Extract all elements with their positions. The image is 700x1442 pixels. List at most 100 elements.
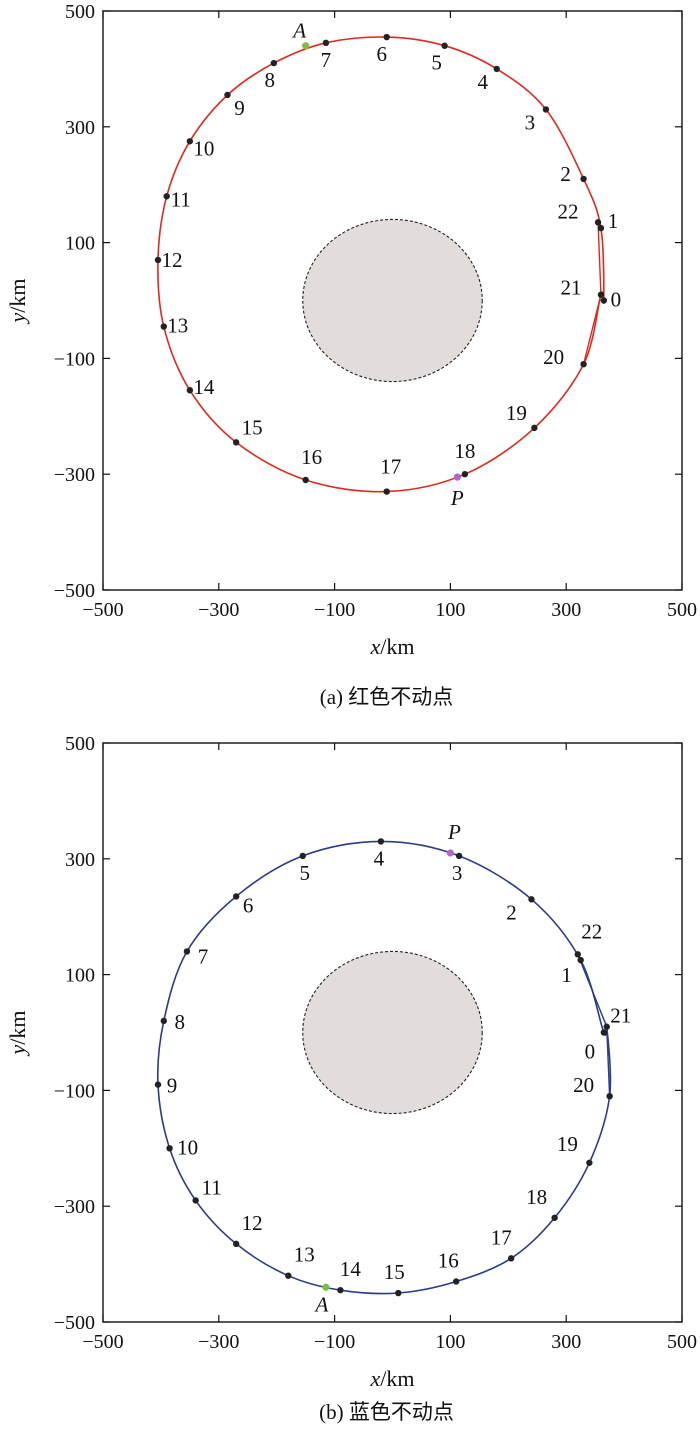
y-tick-label: −500 xyxy=(54,580,95,602)
x-tick-label: 100 xyxy=(435,1331,465,1353)
chart-panel-a: −500 −300 −100 100 300 500 −500 −300 −100 100 300 5… xyxy=(5,1,697,709)
central-body xyxy=(302,218,483,383)
chart-panel-b: −500 −300 −100 100 300 500−500−300−1001003005… xyxy=(5,733,697,1424)
y-tick-label: −300 xyxy=(54,1196,95,1218)
y-tick-label: 300 xyxy=(65,117,95,139)
y-tick-label: −300 xyxy=(54,464,95,486)
orbit-point-7 xyxy=(183,948,191,955)
point-label-14: 14 xyxy=(340,1257,362,1281)
orbit-point-5 xyxy=(299,852,306,860)
orbit-point-0 xyxy=(600,297,608,304)
orbit-point-11 xyxy=(192,1197,199,1204)
x-tick-label: −100 xyxy=(314,599,355,621)
point-label-22: 22 xyxy=(558,199,579,223)
orbit-line xyxy=(156,840,612,1295)
x-tick-label: −300 xyxy=(198,599,239,621)
point-label-13: 13 xyxy=(167,314,188,338)
point-label-16: 16 xyxy=(301,445,322,469)
orbit-point-13 xyxy=(160,323,167,330)
orbit-point-22 xyxy=(574,951,581,958)
point-label-12: 12 xyxy=(162,248,183,272)
point-label-7: 7 xyxy=(321,48,332,72)
point-label-15: 15 xyxy=(242,415,263,439)
y-tick-label: 300 xyxy=(65,849,95,871)
plot-frame xyxy=(102,10,683,591)
point-label-3: 3 xyxy=(525,110,536,134)
x-tick-label: −500 xyxy=(82,599,123,621)
point-label-11: 11 xyxy=(202,1175,222,1199)
orbit-point-17 xyxy=(383,488,390,495)
orbit-point-10 xyxy=(166,1145,173,1152)
point-label-19: 19 xyxy=(557,1132,578,1156)
point-label-20: 20 xyxy=(573,1073,594,1097)
point-label-4: 4 xyxy=(374,846,385,870)
orbit-point-15 xyxy=(232,439,240,446)
point-label-7: 7 xyxy=(198,944,209,968)
point-label-16: 16 xyxy=(438,1248,459,1272)
point-label-5: 5 xyxy=(431,51,442,75)
point-label-18: 18 xyxy=(454,439,475,463)
orbit-point-12 xyxy=(232,1240,240,1248)
point-label-11: 11 xyxy=(171,187,191,211)
special-label-A: A xyxy=(291,19,306,43)
y-tick-label: 100 xyxy=(65,965,95,987)
x-tick-label: 300 xyxy=(551,1331,581,1353)
y-tick-label: −100 xyxy=(54,348,95,370)
orbit-point-12 xyxy=(154,256,162,264)
point-label-5: 5 xyxy=(300,861,311,885)
y-tick-label: 500 xyxy=(65,1,95,23)
orbit-line-segment xyxy=(582,222,602,365)
orbit-point-17 xyxy=(507,1255,515,1262)
orbit-point-9 xyxy=(224,91,231,99)
point-label-10: 10 xyxy=(177,1135,198,1159)
x-axis-label: x/km xyxy=(370,1366,415,1391)
point-label-19: 19 xyxy=(506,401,527,425)
point-label-0: 0 xyxy=(611,288,622,312)
x-tick-label: −500 xyxy=(82,1331,123,1353)
orbit-point-5 xyxy=(441,42,448,49)
orbit-point-6 xyxy=(232,893,240,900)
point-label-2: 2 xyxy=(506,900,517,924)
orbit-line xyxy=(157,36,605,493)
orbit-point-13 xyxy=(285,1272,292,1279)
special-label-A: A xyxy=(314,1292,329,1316)
point-label-21: 21 xyxy=(560,276,581,300)
plot-frame xyxy=(102,742,683,1323)
y-axis-label: y/km xyxy=(5,1011,30,1057)
special-label-P: P xyxy=(450,486,464,510)
x-tick-label: −100 xyxy=(314,1331,355,1353)
x-tick-label: −300 xyxy=(198,1331,239,1353)
special-point-P xyxy=(453,473,461,481)
point-label-8: 8 xyxy=(175,1010,186,1034)
special-point-A xyxy=(302,42,310,50)
orbit-point-21 xyxy=(597,291,605,298)
point-label-6: 6 xyxy=(376,42,387,66)
x-tick-label: 500 xyxy=(667,1331,697,1353)
point-label-12: 12 xyxy=(242,1211,263,1235)
point-label-17: 17 xyxy=(491,1225,512,1249)
orbit-point-18 xyxy=(461,471,469,478)
x-axis-label: x/km xyxy=(370,634,415,659)
point-label-20: 20 xyxy=(543,345,564,369)
y-tick-label: −100 xyxy=(54,1080,95,1102)
orbit-point-20 xyxy=(606,1092,613,1100)
x-tick-label: 300 xyxy=(551,599,581,621)
orbit-point-4 xyxy=(377,838,385,845)
x-tick-label: 100 xyxy=(435,599,465,621)
point-label-9: 9 xyxy=(234,96,245,120)
point-label-1: 1 xyxy=(608,209,619,233)
point-label-2: 2 xyxy=(560,162,571,186)
y-tick-label: 100 xyxy=(65,233,95,255)
orbit-point-7 xyxy=(322,39,330,47)
y-tick-label: 500 xyxy=(65,733,95,755)
orbit-point-1 xyxy=(577,956,584,964)
orbit-point-20 xyxy=(580,360,587,368)
point-label-18: 18 xyxy=(526,1185,547,1209)
orbit-point-15 xyxy=(395,1289,402,1297)
point-label-8: 8 xyxy=(265,68,276,92)
point-label-3: 3 xyxy=(452,861,463,885)
orbit-point-19 xyxy=(586,1159,593,1166)
point-label-14: 14 xyxy=(193,375,215,399)
caption-b: (b) 蓝色不动点 xyxy=(319,1400,454,1424)
